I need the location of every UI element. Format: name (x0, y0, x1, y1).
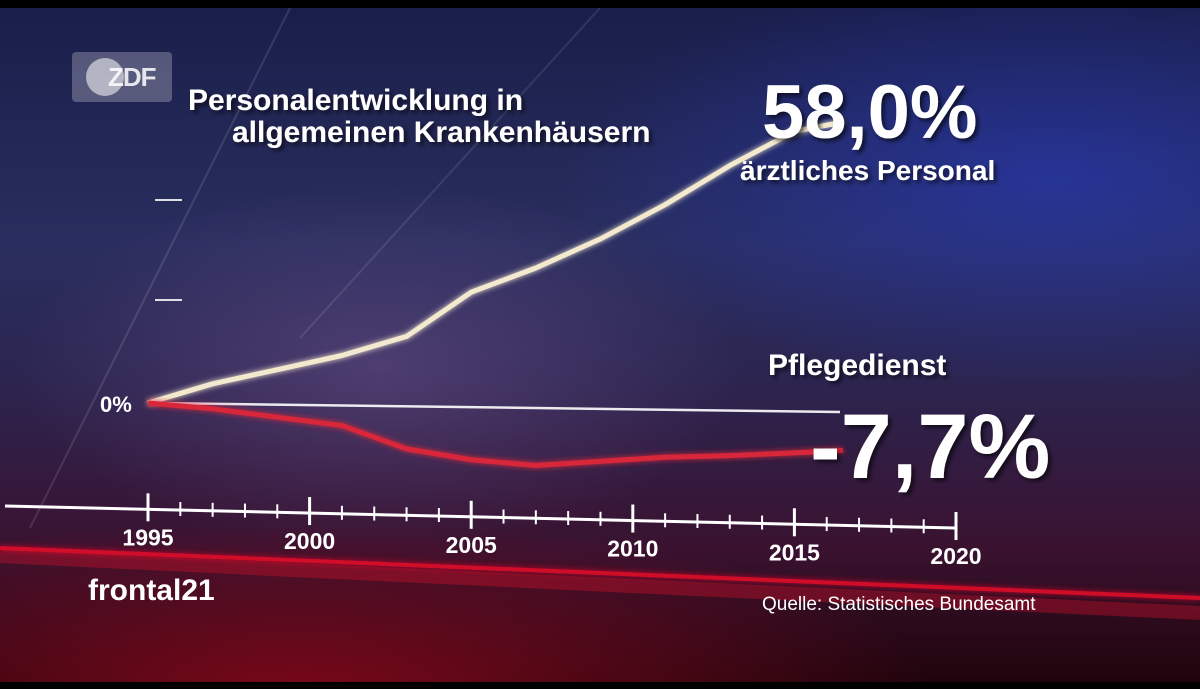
chart-title-line2: allgemeinen Krankenhäusern (232, 116, 650, 149)
zdf-logo-text: ZDF (108, 62, 157, 92)
x-tick-label: 2020 (930, 543, 981, 569)
chart-title-line1: Personalentwicklung in (188, 84, 523, 117)
series-line-pflegedienst (147, 400, 844, 468)
pflege-series-name: Pflegedienst (768, 349, 946, 382)
series-line-aerztliches-personal (147, 119, 844, 406)
pflege-value-label: -7,7% (810, 396, 1050, 498)
red-swoosh-glow (0, 549, 1200, 620)
staff-development-chart: Personalentwicklung in allgemeinen Krank… (0, 8, 1200, 620)
decor-line (299, 8, 601, 339)
x-tick-label: 2005 (446, 532, 497, 558)
y-zero-label: 0% (100, 392, 132, 417)
aerztliches-series-name: ärztliches Personal (740, 155, 995, 186)
tv-broadcast-frame: Personalentwicklung in allgemeinen Krank… (0, 8, 1200, 682)
x-tick-label: 2010 (607, 536, 658, 562)
x-axis-labels: 1995 2000 2005 2010 2015 2020 (122, 524, 981, 569)
red-swoosh (0, 546, 1200, 600)
source-credit: Quelle: Statistisches Bundesamt (762, 594, 1036, 615)
aerztliches-value-label: 58,0% (762, 70, 978, 155)
decor-line (29, 8, 291, 529)
x-tick-label: 2015 (769, 539, 820, 565)
x-tick-label: 2000 (284, 528, 335, 554)
x-tick-label: 1995 (122, 524, 173, 550)
zdf-logo: ZDF (72, 52, 172, 102)
x-axis-ticks (146, 493, 958, 541)
x-axis (4, 504, 956, 530)
frontal21-logo: frontal21 (88, 574, 215, 607)
zdf-logo-circle (86, 58, 124, 96)
zero-baseline (149, 401, 841, 414)
